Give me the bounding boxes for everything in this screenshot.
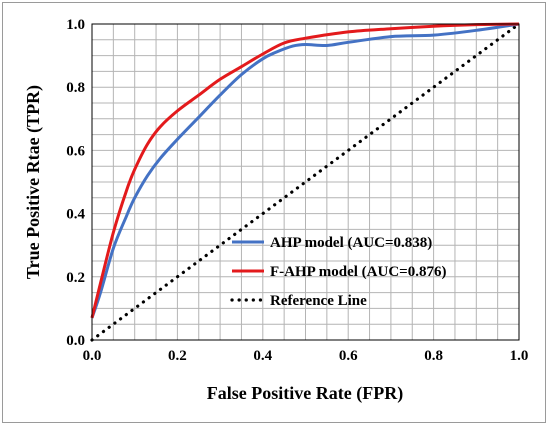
grid [92,24,519,340]
x-tick-label: 0.2 [168,348,187,364]
x-tick-label: 0.4 [253,348,272,364]
legend-label: Reference Line [270,293,367,309]
x-tick-label: 0.8 [424,348,443,364]
x-tick-label: 1.0 [510,348,529,364]
series-line-ahp [90,22,520,319]
x-axis-title: False Positive Rate (FPR) [207,383,403,404]
y-tick-label: 0.4 [66,207,85,223]
ticks: 0.0 0.2 0.4 0.6 0.8 1.0 0.0 0.2 0.4 0.6 0.8 1.0 [66,17,528,364]
x-tick-label: 0.0 [83,348,102,364]
y-tick-label: 0.0 [66,333,85,349]
legend-label: F-AHP model (AUC=0.876) [270,264,446,280]
y-tick-label: 0.6 [66,143,85,159]
series-layer [90,22,521,342]
legend: AHP model (AUC=0.838) F-AHP model (AUC=0.… [230,235,446,309]
y-tick-label: 1.0 [66,17,85,33]
x-tick-label: 0.6 [339,348,358,364]
y-axis-title: True Positive Rtae (TPR) [23,85,44,279]
plot-border [91,23,520,341]
legend-label: AHP model (AUC=0.838) [270,235,432,251]
series-line-fahp [90,22,520,319]
y-tick-label: 0.8 [66,80,85,96]
y-tick-label: 0.2 [66,270,85,286]
